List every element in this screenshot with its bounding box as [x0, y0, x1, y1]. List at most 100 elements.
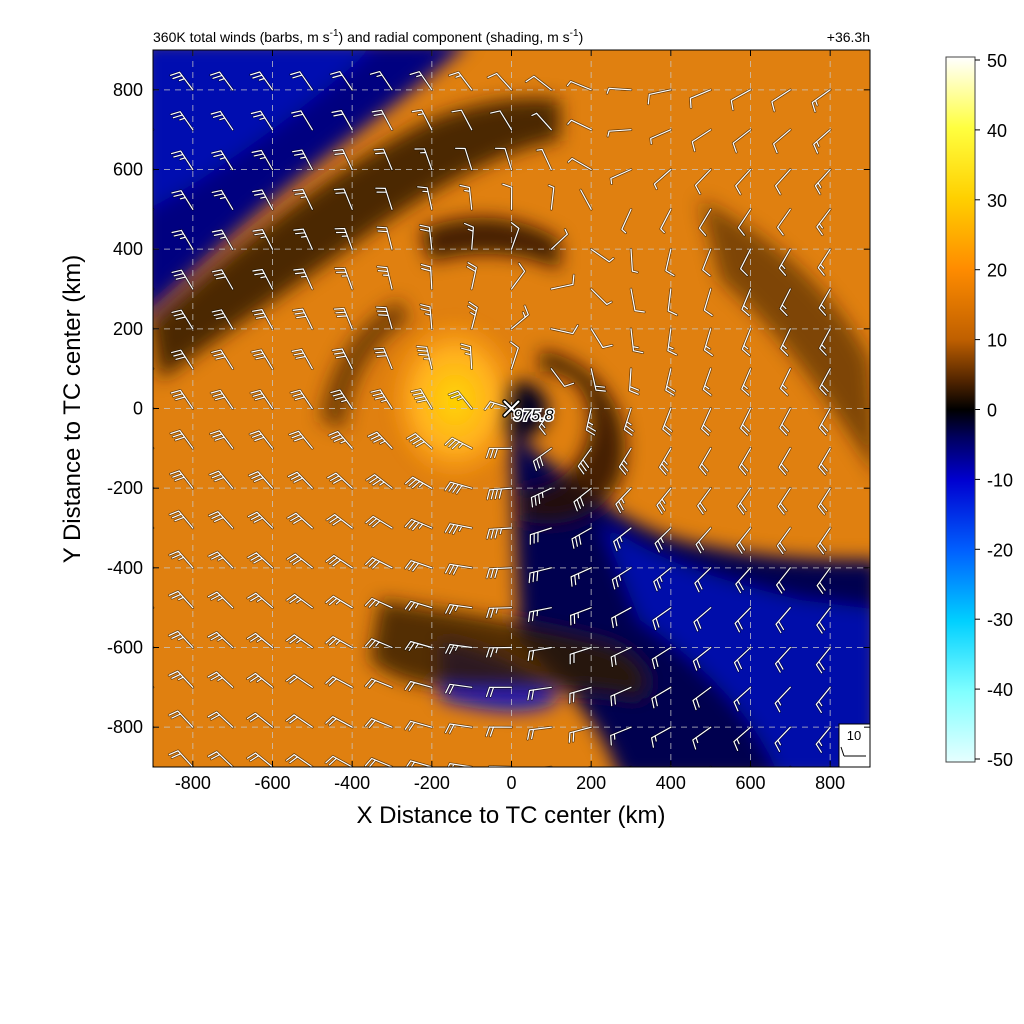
- wind-barb: [733, 686, 752, 712]
- wind-barb: [691, 129, 712, 152]
- wind-barb: [618, 447, 632, 475]
- wind-barb: [171, 349, 194, 370]
- wind-barb: [665, 368, 676, 396]
- wind-barb: [211, 189, 234, 210]
- wind-barb-shadow: [153, 206, 155, 211]
- wind-barb: [817, 248, 831, 276]
- wind-barb: [404, 640, 433, 651]
- wind-barb: [246, 672, 274, 688]
- wind-barb: [250, 110, 274, 131]
- wind-barb: [252, 268, 274, 290]
- wind-barb: [659, 447, 672, 475]
- wind-barb: [444, 481, 473, 494]
- wind-barb: [286, 553, 313, 569]
- wind-barb: [292, 308, 313, 330]
- wind-barb: [404, 600, 433, 611]
- y-tick-label: 800: [113, 80, 143, 100]
- wind-barb: [773, 129, 791, 154]
- wind-barb: [536, 148, 552, 171]
- wind-barb: [779, 288, 791, 316]
- wind-barb: [654, 527, 672, 553]
- wind-barb: [208, 511, 234, 529]
- wind-barb: [210, 71, 234, 91]
- wind-barb: [325, 595, 353, 609]
- colorbar-tick-label: -20: [987, 540, 1013, 560]
- wind-barb: [445, 604, 473, 615]
- wind-barb: [290, 71, 313, 91]
- wind-barb: [286, 594, 313, 609]
- wind-barb: [364, 597, 393, 609]
- wind-barb: [405, 476, 433, 489]
- wind-barb: [444, 523, 473, 535]
- colorbar-tick-label: -10: [987, 470, 1013, 490]
- wind-barb: [590, 248, 614, 263]
- wind-barb-shadow: [153, 764, 155, 767]
- wind-barb: [775, 168, 791, 195]
- wind-barb-shadow: [708, 765, 712, 767]
- wind-barb: [208, 551, 234, 569]
- wind-barb: [611, 567, 632, 590]
- wind-barb: [207, 671, 234, 688]
- wind-barb: [732, 129, 752, 153]
- wind-barb: [325, 636, 353, 649]
- wind-barb: [153, 766, 154, 767]
- wind-barb: [510, 305, 529, 330]
- wind-barb: [404, 560, 433, 572]
- colorbar-tick-label: 10: [987, 331, 1007, 351]
- wind-barb: [527, 726, 552, 740]
- wind-barb: [741, 288, 752, 317]
- wind-barb: [569, 686, 592, 704]
- wind-barb: [292, 149, 313, 171]
- wind-barb: [332, 149, 353, 171]
- wind-barb: [771, 89, 791, 112]
- wind-barb: [364, 638, 393, 649]
- wind-barb: [819, 328, 831, 356]
- x-tick-label: 200: [576, 773, 606, 793]
- wind-barb: [550, 274, 575, 290]
- wind-barb: [569, 646, 592, 665]
- wind-barb: [653, 567, 672, 592]
- wind-barb: [775, 607, 791, 634]
- wind-barb: [734, 607, 752, 633]
- tc-center-marker: 975.8: [502, 399, 555, 426]
- colorbar-gradient: [945, 56, 976, 763]
- wind-barb: [528, 567, 552, 584]
- chart-title: 360K total winds (barbs, m s-1) and radi…: [153, 28, 583, 45]
- colorbar-ticks: 50 40 30 20 10 0 -10 -20 -30 -40 -50: [975, 51, 1013, 770]
- wind-barb: [531, 112, 552, 131]
- wind-barb: [818, 288, 831, 316]
- colorbar-tick-label: 30: [987, 191, 1007, 211]
- wind-barb: [494, 147, 513, 171]
- wind-barb: [417, 186, 433, 210]
- wind-barb: [590, 328, 613, 349]
- wind-barb: [367, 431, 393, 449]
- wind-barb: [610, 726, 632, 746]
- wind-barb: [611, 607, 632, 629]
- wind-barb: [464, 222, 474, 250]
- wind-barb: [571, 527, 592, 549]
- wind-barb: [331, 110, 353, 131]
- wind-barb: [327, 472, 353, 489]
- wind-barb: [252, 189, 274, 210]
- wind-barb: [404, 518, 433, 531]
- wind-barb: [651, 686, 672, 709]
- wind-barb: [776, 527, 791, 555]
- wind-barb: [651, 726, 672, 748]
- wind-barb: [365, 557, 393, 569]
- wind-barb: [486, 447, 513, 459]
- wind-barb: [486, 567, 513, 579]
- wind-barb: [247, 552, 274, 569]
- wind-barb: [650, 129, 672, 145]
- wind-barb: [789, 766, 791, 767]
- wind-barb: [448, 390, 473, 410]
- wind-barb: [630, 328, 644, 354]
- wind-barb: [777, 487, 791, 515]
- wind-barb: [168, 590, 194, 609]
- wind-barb: [774, 726, 791, 752]
- wind-barb: [286, 674, 313, 688]
- x-tick-label: 0: [506, 773, 516, 793]
- wind-barb: [527, 686, 552, 701]
- wind-barb: [510, 222, 520, 250]
- wind-barb: [168, 670, 194, 688]
- wind-barb: [210, 389, 234, 410]
